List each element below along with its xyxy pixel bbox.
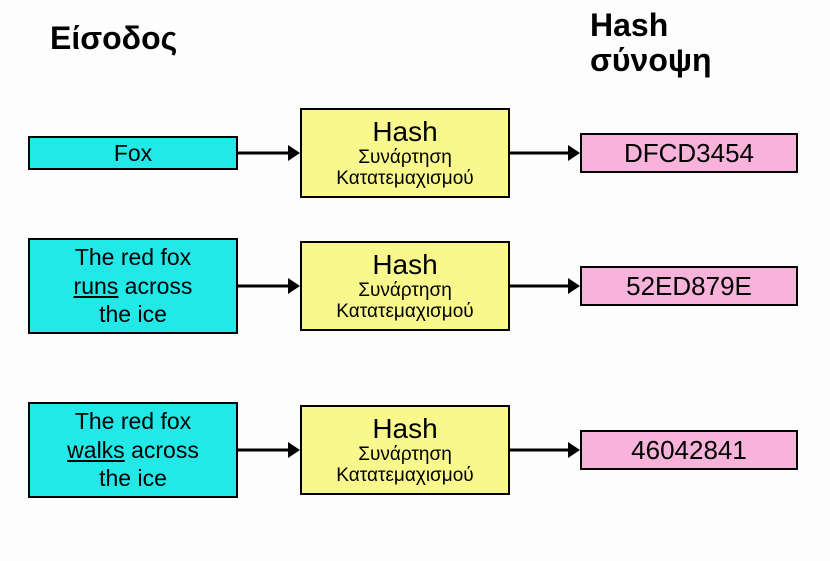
input-box: Fox bbox=[28, 136, 238, 170]
input-line: Fox bbox=[114, 139, 152, 168]
hash-title: Hash bbox=[372, 413, 437, 445]
hash-title: Hash bbox=[372, 249, 437, 281]
hash-subtitle: Κατατεμαχισμού bbox=[336, 466, 473, 487]
input-line: The red fox bbox=[75, 243, 191, 272]
input-box: The red foxruns acrossthe ice bbox=[28, 238, 238, 334]
input-line: The red fox bbox=[75, 407, 191, 436]
header-output-line1: Hash bbox=[590, 8, 712, 43]
arrow-icon bbox=[510, 141, 580, 165]
hash-subtitle: Συνάρτηση bbox=[358, 281, 452, 302]
arrow-icon bbox=[510, 438, 580, 462]
hash-subtitle: Συνάρτηση bbox=[358, 445, 452, 466]
output-hash-box: 46042841 bbox=[580, 430, 798, 470]
output-hash-box: DFCD3454 bbox=[580, 133, 798, 173]
hash-function-box: HashΣυνάρτησηΚατατεμαχισμού bbox=[300, 108, 510, 198]
arrow-icon bbox=[238, 274, 300, 298]
arrow-icon bbox=[238, 141, 300, 165]
input-underlined-word: runs bbox=[74, 273, 119, 299]
flow-row: Fox HashΣυνάρτησηΚατατεμαχισμού DFCD3454 bbox=[0, 108, 830, 198]
hash-subtitle: Κατατεμαχισμού bbox=[336, 169, 473, 190]
header-output: Hash σύνοψη bbox=[590, 8, 712, 78]
input-line: walks across bbox=[67, 436, 199, 465]
hash-subtitle: Κατατεμαχισμού bbox=[336, 302, 473, 323]
flow-row: The red foxwalks acrossthe ice HashΣυνάρ… bbox=[0, 402, 830, 498]
header-output-line2: σύνοψη bbox=[590, 43, 712, 78]
output-hash-box: 52ED879E bbox=[580, 266, 798, 306]
input-underlined-word: walks bbox=[67, 437, 125, 463]
hash-function-box: HashΣυνάρτησηΚατατεμαχισμού bbox=[300, 405, 510, 495]
header-input: Είσοδος bbox=[50, 20, 177, 57]
input-line: runs across bbox=[74, 272, 193, 301]
arrow-icon bbox=[510, 274, 580, 298]
hash-title: Hash bbox=[372, 116, 437, 148]
flow-row: The red foxruns acrossthe ice HashΣυνάρτ… bbox=[0, 238, 830, 334]
input-box: The red foxwalks acrossthe ice bbox=[28, 402, 238, 498]
arrow-icon bbox=[238, 438, 300, 462]
input-line: the ice bbox=[99, 300, 167, 329]
hash-subtitle: Συνάρτηση bbox=[358, 148, 452, 169]
input-line: the ice bbox=[99, 464, 167, 493]
hash-function-box: HashΣυνάρτησηΚατατεμαχισμού bbox=[300, 241, 510, 331]
